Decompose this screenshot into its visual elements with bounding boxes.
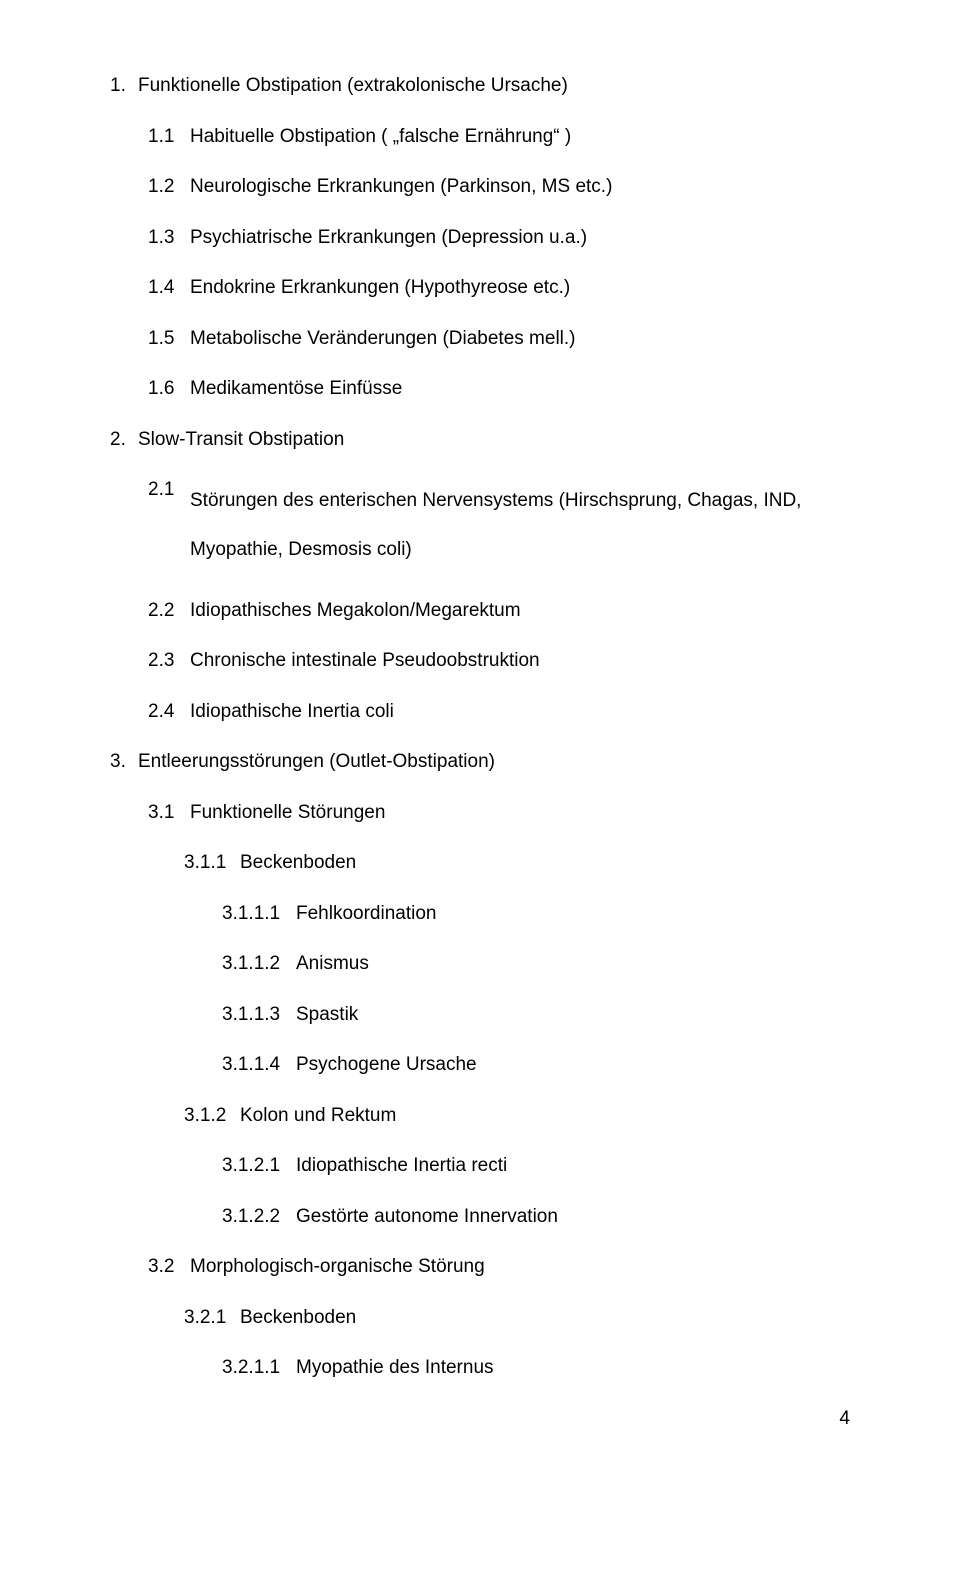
outline-item-text: Fehlkoordination [296,900,850,929]
outline-item-text: Idiopathische Inertia coli [190,698,850,727]
outline-item-number: 2.2 [148,597,190,626]
outline-item-text: Morphologisch-organische Störung [190,1253,850,1282]
outline-item-text: Chronische intestinale Pseudoobstruktion [190,647,850,676]
outline-item: 3.1 Funktionelle Störungen [110,799,850,828]
outline-item-number: 3.1.2 [184,1102,240,1131]
outline-item-text: Psychiatrische Erkrankungen (Depression … [190,224,850,253]
outline-item: 3.2.1.1 Myopathie des Internus [110,1354,850,1383]
outline-item: 2.2 Idiopathisches Megakolon/Megarektum [110,597,850,626]
outline-item-number: 2.1 [148,476,190,505]
outline-item: 1.3 Psychiatrische Erkrankungen (Depress… [110,224,850,253]
outline-item-text: Neurologische Erkrankungen (Parkinson, M… [190,173,850,202]
outline-item-text: Entleerungsstörungen (Outlet-Obstipation… [138,748,850,777]
outline-item-number: 3.1.1 [184,849,240,878]
outline-item: 1.1 Habituelle Obstipation ( „falsche Er… [110,123,850,152]
outline-item: 2.3 Chronische intestinale Pseudoobstruk… [110,647,850,676]
outline-item: 3. Entleerungsstörungen (Outlet-Obstipat… [110,748,850,777]
outline-item-number: 1.1 [148,123,190,152]
outline-item-number: 3.1.1.4 [222,1051,296,1080]
outline-item-number: 1.3 [148,224,190,253]
outline-item-text: Störungen des enterischen Nervensystems … [190,476,850,575]
outline-item-text: Idiopathisches Megakolon/Megarektum [190,597,850,626]
outline-item: 3.1.2 Kolon und Rektum [110,1102,850,1131]
outline-item-number: 1.4 [148,274,190,303]
outline-item-number: 3.2 [148,1253,190,1282]
outline-item-text: Idiopathische Inertia recti [296,1152,850,1181]
outline-item-text: Funktionelle Störungen [190,799,850,828]
outline-item-number: 2. [110,426,138,455]
outline-item-number: 3.1.1.3 [222,1001,296,1030]
outline-item-number: 1. [110,72,138,101]
page-number: 4 [110,1405,850,1434]
outline-item-text: Spastik [296,1001,850,1030]
outline-item: 3.1.1.3 Spastik [110,1001,850,1030]
outline-item: 2.1 Störungen des enterischen Nervensyst… [110,476,850,575]
outline-list: 1. Funktionelle Obstipation (extrakoloni… [110,72,850,1383]
outline-item-number: 2.4 [148,698,190,727]
outline-item-text: Metabolische Veränderungen (Diabetes mel… [190,325,850,354]
outline-item: 1.4 Endokrine Erkrankungen (Hypothyreose… [110,274,850,303]
outline-item-number: 3.1.2.2 [222,1203,296,1232]
outline-item-text: Habituelle Obstipation ( „falsche Ernähr… [190,123,850,152]
outline-item-text: Psychogene Ursache [296,1051,850,1080]
outline-item-text: Beckenboden [240,849,850,878]
outline-item: 3.1.2.1 Idiopathische Inertia recti [110,1152,850,1181]
outline-item: 3.1.1.2 Anismus [110,950,850,979]
outline-item-text: Beckenboden [240,1304,850,1333]
outline-item-number: 3.1.1.1 [222,900,296,929]
outline-item: 3.2 Morphologisch-organische Störung [110,1253,850,1282]
outline-item-text: Funktionelle Obstipation (extrakolonisch… [138,72,850,101]
outline-item-text: Anismus [296,950,850,979]
outline-item-number: 3.1.1.2 [222,950,296,979]
outline-item: 2.4 Idiopathische Inertia coli [110,698,850,727]
outline-item-number: 3.2.1.1 [222,1354,296,1383]
outline-item-text: Slow-Transit Obstipation [138,426,850,455]
outline-item: 3.1.1.1 Fehlkoordination [110,900,850,929]
outline-item-number: 3. [110,748,138,777]
outline-item-number: 1.2 [148,173,190,202]
outline-item-text: Kolon und Rektum [240,1102,850,1131]
outline-item: 3.1.1 Beckenboden [110,849,850,878]
outline-item-text: Medikamentöse Einfüsse [190,375,850,404]
outline-item: 1.2 Neurologische Erkrankungen (Parkinso… [110,173,850,202]
outline-item-text: Gestörte autonome Innervation [296,1203,850,1232]
outline-item-number: 3.1 [148,799,190,828]
outline-item-text: Myopathie des Internus [296,1354,850,1383]
outline-item: 3.1.1.4 Psychogene Ursache [110,1051,850,1080]
outline-item: 3.1.2.2 Gestörte autonome Innervation [110,1203,850,1232]
outline-item-number: 1.6 [148,375,190,404]
outline-item-number: 3.1.2.1 [222,1152,296,1181]
outline-item-number: 3.2.1 [184,1304,240,1333]
outline-item: 1. Funktionelle Obstipation (extrakoloni… [110,72,850,101]
outline-item-number: 2.3 [148,647,190,676]
outline-item: 1.5 Metabolische Veränderungen (Diabetes… [110,325,850,354]
outline-item: 1.6 Medikamentöse Einfüsse [110,375,850,404]
outline-item-text: Endokrine Erkrankungen (Hypothyreose etc… [190,274,850,303]
outline-item-number: 1.5 [148,325,190,354]
outline-item: 3.2.1 Beckenboden [110,1304,850,1333]
outline-item: 2. Slow-Transit Obstipation [110,426,850,455]
